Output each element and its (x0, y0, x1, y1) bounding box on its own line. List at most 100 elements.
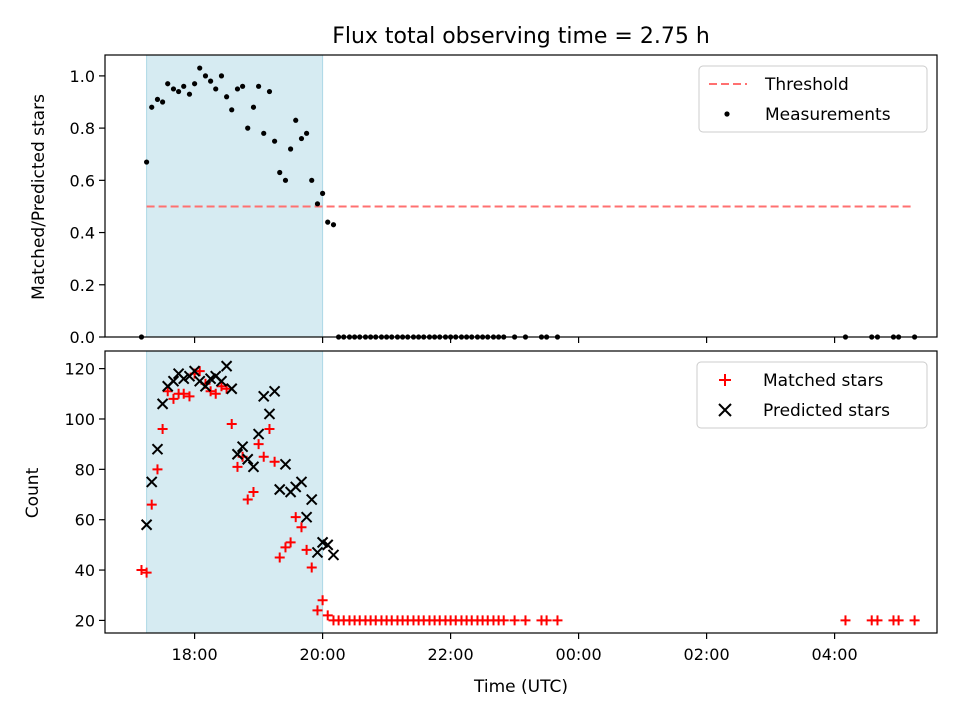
measurement-point (197, 65, 203, 71)
y-tick-label: 20 (75, 611, 95, 630)
y-tick-label: 80 (75, 460, 95, 479)
predicted-star-point (252, 428, 265, 440)
matched-star-point (141, 567, 152, 578)
matched-star-point (520, 615, 531, 626)
matched-star-point (258, 451, 269, 462)
matched-star-point (253, 439, 264, 450)
x-axis-label: Time (UTC) (473, 677, 568, 697)
matched-star-point (285, 537, 296, 548)
matched-star-point (552, 615, 563, 626)
matched-star-point (178, 388, 189, 399)
ratio-panel: 0.0 0.2 0.4 0.6 0.8 1.0 Threshold Measurements (70, 54, 938, 347)
matched-star-point (146, 499, 157, 510)
measurement-point (208, 78, 214, 84)
y-tick-label: 60 (75, 511, 95, 530)
count-panel: 20 40 60 80 100 120 18:00 20:00 22:00 00:00 02:00 0… (64, 350, 938, 664)
measurement-point (144, 159, 150, 165)
y-tick-label: 40 (75, 561, 95, 580)
series-predicted-stars (140, 360, 340, 561)
measurement-point (314, 201, 321, 207)
predicted-star-point (199, 380, 212, 392)
matched-star-point (306, 562, 317, 573)
measurement-point (245, 125, 251, 131)
predicted-star-point (258, 390, 270, 403)
measurement-point (160, 99, 166, 105)
measurement-point (224, 94, 230, 100)
y-tick-label: 0.0 (70, 328, 95, 347)
matched-star-point (184, 391, 195, 402)
measurement-point (266, 88, 273, 95)
predicted-star-point (300, 511, 313, 523)
legend: Threshold Measurements (698, 65, 928, 133)
predicted-star-point (188, 365, 201, 377)
predicted-star-point (268, 385, 281, 397)
matched-star-point (893, 615, 904, 626)
matched-star-point (162, 386, 173, 397)
matched-star-point (205, 386, 216, 397)
predicted-star-point (242, 453, 254, 465)
matched-star-point (248, 487, 259, 497)
matched-star-point (232, 461, 243, 472)
predicted-star-point (151, 443, 164, 455)
predicted-star-point (295, 476, 308, 488)
matched-star-point (216, 381, 227, 392)
y-tick-label: 0.8 (70, 119, 95, 138)
legend-label: Measurements (765, 105, 891, 125)
matched-star-point (210, 388, 221, 399)
matched-star-point (872, 615, 883, 626)
y-tick-label: 1.0 (70, 67, 95, 86)
top-y-axis-label: Matched/Predicted stars (29, 94, 49, 300)
predicted-star-point (140, 519, 153, 531)
predicted-star-point (263, 408, 276, 420)
legend-box (696, 361, 928, 429)
measurement-point (229, 107, 235, 113)
measurement-point (282, 177, 289, 183)
predicted-star-point (279, 458, 292, 471)
series-matched-stars (136, 366, 920, 626)
matched-star-point (226, 419, 237, 430)
measurement-point (250, 104, 257, 110)
matched-star-point (152, 464, 163, 475)
x-tick-label: 20:00 (300, 645, 346, 664)
measurement-point (325, 219, 331, 225)
predicted-star-point (231, 448, 244, 460)
predicted-star-point (322, 539, 334, 551)
matched-star-point (312, 605, 323, 616)
measurement-point (170, 86, 177, 92)
measurement-point (330, 222, 337, 228)
legend-matched-swatch (719, 374, 731, 386)
measurement-point (213, 86, 219, 92)
matched-star-point (541, 615, 552, 626)
x-tick-label: 02:00 (684, 645, 730, 664)
legend: Matched stars Predicted stars (696, 361, 928, 429)
x-tick-label: 18:00 (172, 645, 218, 664)
predicted-star-point (146, 476, 158, 488)
legend-box (698, 65, 928, 133)
measurement-point (149, 104, 155, 110)
measurement-point (272, 138, 278, 144)
axes-frame (104, 350, 938, 634)
legend-label: Predicted stars (763, 401, 890, 421)
y-tick-label: 100 (64, 410, 95, 429)
measurement-point (165, 81, 171, 87)
measurement-point (288, 146, 294, 152)
observing-window-span (146, 54, 324, 338)
matched-star-point (157, 424, 168, 435)
predicted-star-point (220, 360, 233, 372)
measurement-point (293, 117, 299, 123)
matched-star-point (840, 615, 851, 626)
y-tick-label: 0.4 (70, 224, 95, 243)
measurement-point (154, 96, 161, 102)
matched-star-point (322, 610, 333, 621)
measurement-point (277, 169, 283, 176)
measurement-point (304, 130, 310, 136)
y-tick-label: 0.2 (70, 276, 95, 295)
measurement-point (202, 73, 209, 79)
matched-star-point (498, 615, 509, 626)
measurement-point (309, 177, 315, 183)
predicted-star-point (306, 493, 318, 506)
y-tick-label: 0.6 (70, 171, 95, 190)
matched-star-point (301, 544, 312, 555)
legend-predicted-swatch (718, 403, 732, 417)
